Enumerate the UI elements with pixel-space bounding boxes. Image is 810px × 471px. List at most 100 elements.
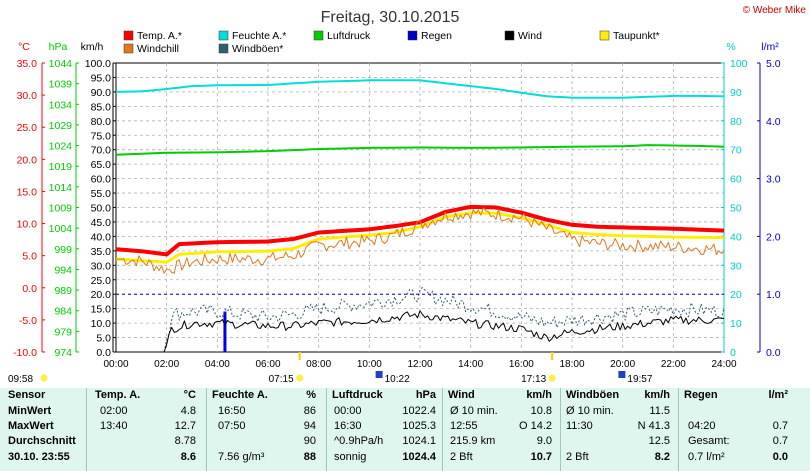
sunset-icon	[548, 374, 556, 382]
wind-axis-tick-label: 85.0	[91, 101, 112, 113]
cell-wind_t: Ø 10 min.	[450, 405, 498, 417]
header-temp: Temp. A.	[95, 389, 141, 401]
cell-wind_v: 9.0	[536, 435, 552, 447]
x-tick-label: 12:00	[407, 359, 432, 370]
series-windböen	[163, 287, 725, 353]
header-press-unit: hPa	[415, 389, 436, 401]
pressure-axis-tick-label: 984	[54, 306, 72, 318]
cell-rain_v: 0.7	[772, 420, 788, 432]
cell-hum_v: 94	[303, 420, 316, 432]
pressure-axis-tick-label: 1014	[49, 182, 73, 194]
series-taupunkt	[115, 211, 725, 264]
cell-wind_t: 2 Bft	[450, 451, 473, 463]
moonset-label: 10:22	[385, 374, 410, 382]
cell-hum_t: 16:50	[218, 405, 246, 417]
x-tick-label: 08:00	[306, 359, 331, 370]
table-column-separator	[678, 388, 679, 471]
cell-gust_t: 2 Bft	[566, 451, 589, 463]
row-label: MinWert	[8, 405, 52, 417]
series-temp-a	[115, 204, 725, 257]
x-tick-label: 20:00	[610, 359, 635, 370]
temp-axis-tick-label: 25.0	[17, 122, 38, 134]
cell-rain_v: 0.0	[772, 451, 788, 463]
sun-markers: 07:15 17:13 09:58 10:22 19:57	[8, 352, 653, 385]
pressure-axis-tick-label: 1019	[49, 161, 73, 173]
sunset-label: 17:13	[521, 374, 546, 382]
moonrise-icon	[618, 371, 626, 378]
wind-axis-tick-label: 95.0	[91, 72, 112, 84]
cell-press_t: ^0.9hPa/h	[334, 435, 384, 447]
legend-swatch	[218, 30, 229, 41]
header-rain-unit: l/m²	[768, 389, 788, 401]
humidity-axis-tick-label: 40	[730, 231, 742, 243]
wind-axis-tick-label: 20.0	[91, 289, 112, 301]
header-press: Luftdruck	[332, 389, 383, 401]
grid	[115, 62, 725, 353]
temp-axis-tick-label: 20.0	[17, 154, 38, 166]
rain-axis-tick-label: 3.0	[766, 174, 781, 186]
x-tick-label: 10:00	[357, 359, 382, 370]
credit-label: © Weber Mike	[743, 5, 807, 16]
temp-axis-tick-label: -10.0	[13, 347, 37, 359]
cell-gust_v: 12.5	[648, 435, 670, 447]
wind-axis-tick-label: 30.0	[91, 260, 112, 272]
cell-press_t: sonnig	[334, 451, 367, 463]
weather-chart: Freitag, 30.10.2015 © Weber Mike 00:00 02…	[8, 5, 807, 385]
temp-axis-tick-label: 15.0	[17, 186, 38, 198]
cell-gust_v: 8.2	[654, 451, 670, 463]
rain-axis-tick-label: 0.0	[766, 347, 781, 359]
table-row: 30.10. 23:55 8.6 7.56 g/m³ 88 sonnig 1024.4 2 …	[0, 450, 810, 466]
pressure-axis-tick-label: 989	[54, 285, 72, 297]
table-column-separator	[326, 388, 327, 471]
table-row: Durchschnitt	[0, 434, 810, 450]
table-column-separator	[86, 388, 87, 471]
header-sensor: Sensor	[8, 389, 46, 401]
cell-hum_v: 86	[303, 405, 316, 417]
axes: 00:00 02:00 04:00 06:00 08:00 10:00 12:00 14:00…	[13, 41, 781, 370]
cell-press_t: 00:00	[334, 405, 362, 417]
header-rain: Regen	[684, 389, 718, 401]
legend-swatch	[218, 43, 229, 54]
cell-temp_v: 8.6	[180, 451, 196, 463]
pressure-axis-tick-label: 1004	[49, 223, 73, 235]
series-group	[115, 79, 725, 353]
cell-temp_t: 02:00	[100, 405, 128, 417]
humidity-axis-tick-label: 20	[730, 289, 742, 301]
wind-axis-tick-label: 15.0	[91, 304, 112, 316]
dawn-label: 09:58	[8, 374, 33, 382]
rain-bar	[223, 311, 227, 352]
x-tick-label: 18:00	[559, 359, 584, 370]
legend: Temp. A.* Feuchte A.* Luftdruck Regen Wind Ta…	[123, 30, 660, 55]
pressure-axis-unit: hPa	[49, 41, 68, 53]
cell-gust_v: N 41.3	[637, 420, 670, 432]
rain-axis-tick-label: 2.0	[766, 231, 781, 243]
humidity-axis-tick-label: 60	[730, 174, 742, 186]
stats-table: Sensor Temp. A. °C Feuchte A.% Luftdruck hPa W…	[0, 388, 810, 471]
wind-axis-tick-label: 40.0	[91, 231, 112, 243]
x-tick-label: 16:00	[509, 359, 534, 370]
x-tick-label: 24:00	[711, 359, 736, 370]
legend-swatch	[504, 30, 515, 41]
wind-axis-tick-label: 55.0	[91, 188, 112, 200]
series-wind	[163, 310, 725, 353]
cell-hum_v: 88	[303, 451, 316, 463]
x-tick-label: 14:00	[458, 359, 483, 370]
cell-hum_t: 07:50	[218, 420, 246, 432]
cell-temp_v: 8.78	[174, 435, 196, 447]
wind-axis-tick-label: 10.0	[91, 318, 112, 330]
pressure-axis-tick-label: 994	[54, 264, 72, 276]
cell-wind_t: 215.9 km	[450, 435, 496, 447]
temp-axis-tick-label: 10.0	[17, 219, 38, 231]
header-gust: Windböen	[566, 389, 620, 401]
x-tick-label: 00:00	[103, 359, 128, 370]
x-tick-label: 04:00	[205, 359, 230, 370]
wind-axis-unit: km/h	[81, 41, 104, 53]
legend-swatch	[123, 43, 134, 54]
wind-axis-tick-label: 65.0	[91, 159, 112, 171]
legend-label: Taupunkt*	[613, 30, 660, 42]
cell-rain_t: 0.7 l/m²	[688, 451, 725, 463]
cell-hum_t: 7.56 g/m³	[218, 451, 265, 463]
cell-rain_t: Gesamt:	[688, 435, 730, 447]
row-label: Durchschnitt	[8, 435, 76, 447]
legend-swatch	[313, 30, 324, 41]
